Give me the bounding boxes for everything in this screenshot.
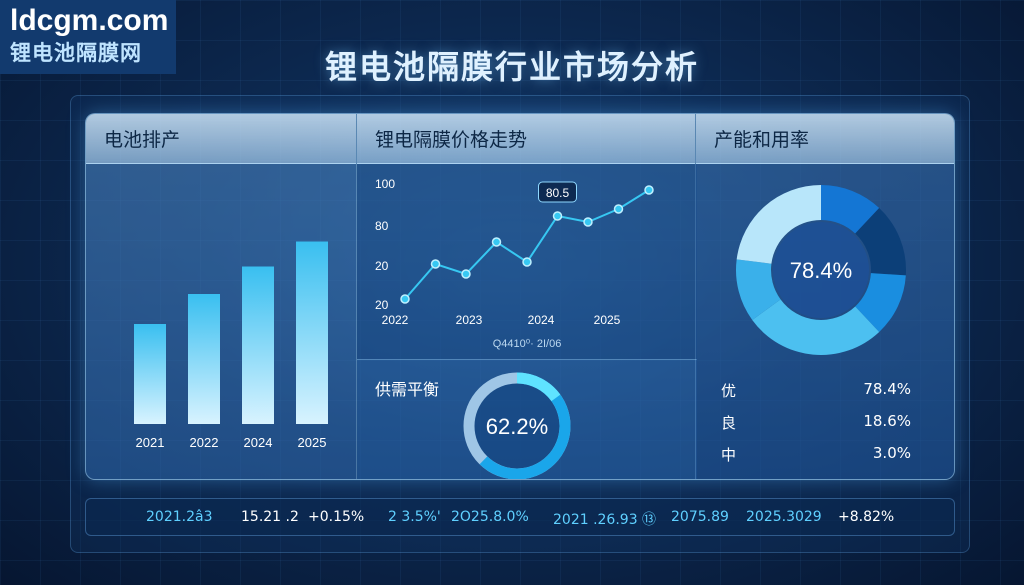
bar-2024 (242, 266, 274, 424)
legend-value: 78.4% (863, 380, 911, 398)
supply-demand-ring-highlight (463, 372, 571, 479)
ticker-item: 2 3.5%' (388, 509, 441, 525)
price-point (491, 237, 502, 247)
price-annotation-label: 80.5 (546, 186, 570, 200)
price-point (552, 211, 563, 221)
supply-demand-value: 62.2% (486, 414, 548, 439)
x-tick-label: 2023 (456, 313, 483, 327)
panel-battery-output: 电池排产 2021 2022 2024 2025 (86, 114, 356, 479)
page-title: 锂电池隔膜行业市场分析 (324, 48, 699, 86)
legend-label: 良 (721, 414, 737, 432)
donut-segment-5 (736, 185, 821, 264)
supply-demand-title: 供需平衡 (375, 380, 440, 399)
ticker-item: +8.82% (838, 509, 895, 525)
price-point (522, 257, 532, 267)
ticker-item: 2075.89 (671, 509, 729, 525)
ticker-item: +0.15% (308, 509, 365, 525)
price-line (404, 189, 650, 300)
bar-2025 (296, 241, 328, 424)
x-tick-label: 2022 (382, 313, 409, 327)
legend-row-medium: 中 3.0% (721, 444, 911, 465)
price-point (583, 217, 593, 227)
price-footer-label: Q4410⁰· 2I/06 (493, 338, 562, 350)
utilization-chart-area: 78.4% 优 78.4% 良 18.6% 中 3.0% (696, 164, 954, 479)
ticker-item: 2021 .26.93 ⑬ (553, 512, 657, 528)
y-tick-label: 20 (375, 298, 389, 312)
battery-output-chart-area: 2021 2022 2024 2025 (86, 164, 356, 479)
utilization-center-value: 78.4% (790, 258, 852, 283)
y-tick-label: 20 (375, 259, 389, 273)
bar-2022 (188, 294, 220, 424)
supply-demand-ring: 62.2% (463, 372, 571, 479)
panel-price-trend: 锂电隔膜价格走势 100 80 20 20 2022 2023 2024 2025 80.5 Q4… (356, 114, 697, 479)
donut-center (773, 222, 869, 318)
bar-2021 (134, 324, 166, 424)
price-trend-chart-area: 100 80 20 20 2022 2023 2024 2025 80.5 Q4410⁰· 2I/… (357, 164, 697, 359)
panel-utilization: 产能和用率 78.4% 优 78.4% 良 18.6% 中 3.0% (696, 114, 954, 479)
x-tick-label: 2025 (594, 313, 621, 327)
x-tick-label: 2021 (136, 435, 165, 450)
donut-segment-0 (821, 185, 880, 234)
ticker-item: 2O25.8.0% (451, 509, 529, 525)
ticker-item: 15.21 .2 (241, 509, 299, 525)
y-tick-label: 100 (375, 177, 395, 191)
price-point (430, 259, 441, 269)
donut-segment-1 (855, 208, 906, 276)
price-annotation-box (538, 181, 577, 203)
price-point (613, 204, 624, 214)
legend-value: 18.6% (863, 412, 911, 430)
panel-title-utilization: 产能和用率 (696, 114, 954, 164)
donut-segment-4 (736, 259, 781, 320)
legend-row-excellent: 优 78.4% (721, 380, 911, 401)
donut-segment-3 (752, 299, 880, 355)
data-ticker-bar: 2021.2â3 15.21 .2 +0.15% 2 3.5%' 2O25.8.… (85, 498, 955, 536)
ticker-item: 2021.2â3 (146, 509, 213, 525)
dashboard-card: 电池排产 2021 2022 2024 2025 锂电隔膜价格走势 100 80 20 20… (85, 113, 955, 480)
price-point (461, 269, 471, 279)
legend-label: 中 (721, 446, 737, 464)
price-point (400, 294, 410, 304)
panel-title-price-trend: 锂电隔膜价格走势 (357, 114, 695, 164)
x-tick-label: 2022 (190, 435, 219, 450)
legend-row-good: 良 18.6% (721, 412, 911, 433)
x-tick-label: 2024 (244, 435, 273, 450)
x-tick-label: 2025 (298, 435, 327, 450)
x-tick-label: 2024 (528, 313, 555, 327)
legend-value: 3.0% (872, 444, 911, 462)
logo-domain: ldcgm.com (10, 4, 169, 37)
utilization-donut-chart: 78.4% (736, 185, 906, 355)
y-tick-label: 80 (375, 219, 389, 233)
panel-title-battery-output: 电池排产 (86, 114, 356, 164)
battery-output-bar-chart: 2021 2022 2024 2025 (134, 241, 328, 450)
logo-site-name: 锂电池隔膜网 (10, 41, 142, 65)
ticker-item: 2025.3029 (746, 509, 822, 525)
price-point (644, 185, 654, 195)
donut-segment-2 (855, 273, 906, 332)
supply-demand-section: 供需平衡 62.2% (357, 359, 697, 479)
site-logo[interactable]: ldcgm.com 锂电池隔膜网 (0, 0, 176, 74)
legend-label: 优 (721, 382, 737, 400)
